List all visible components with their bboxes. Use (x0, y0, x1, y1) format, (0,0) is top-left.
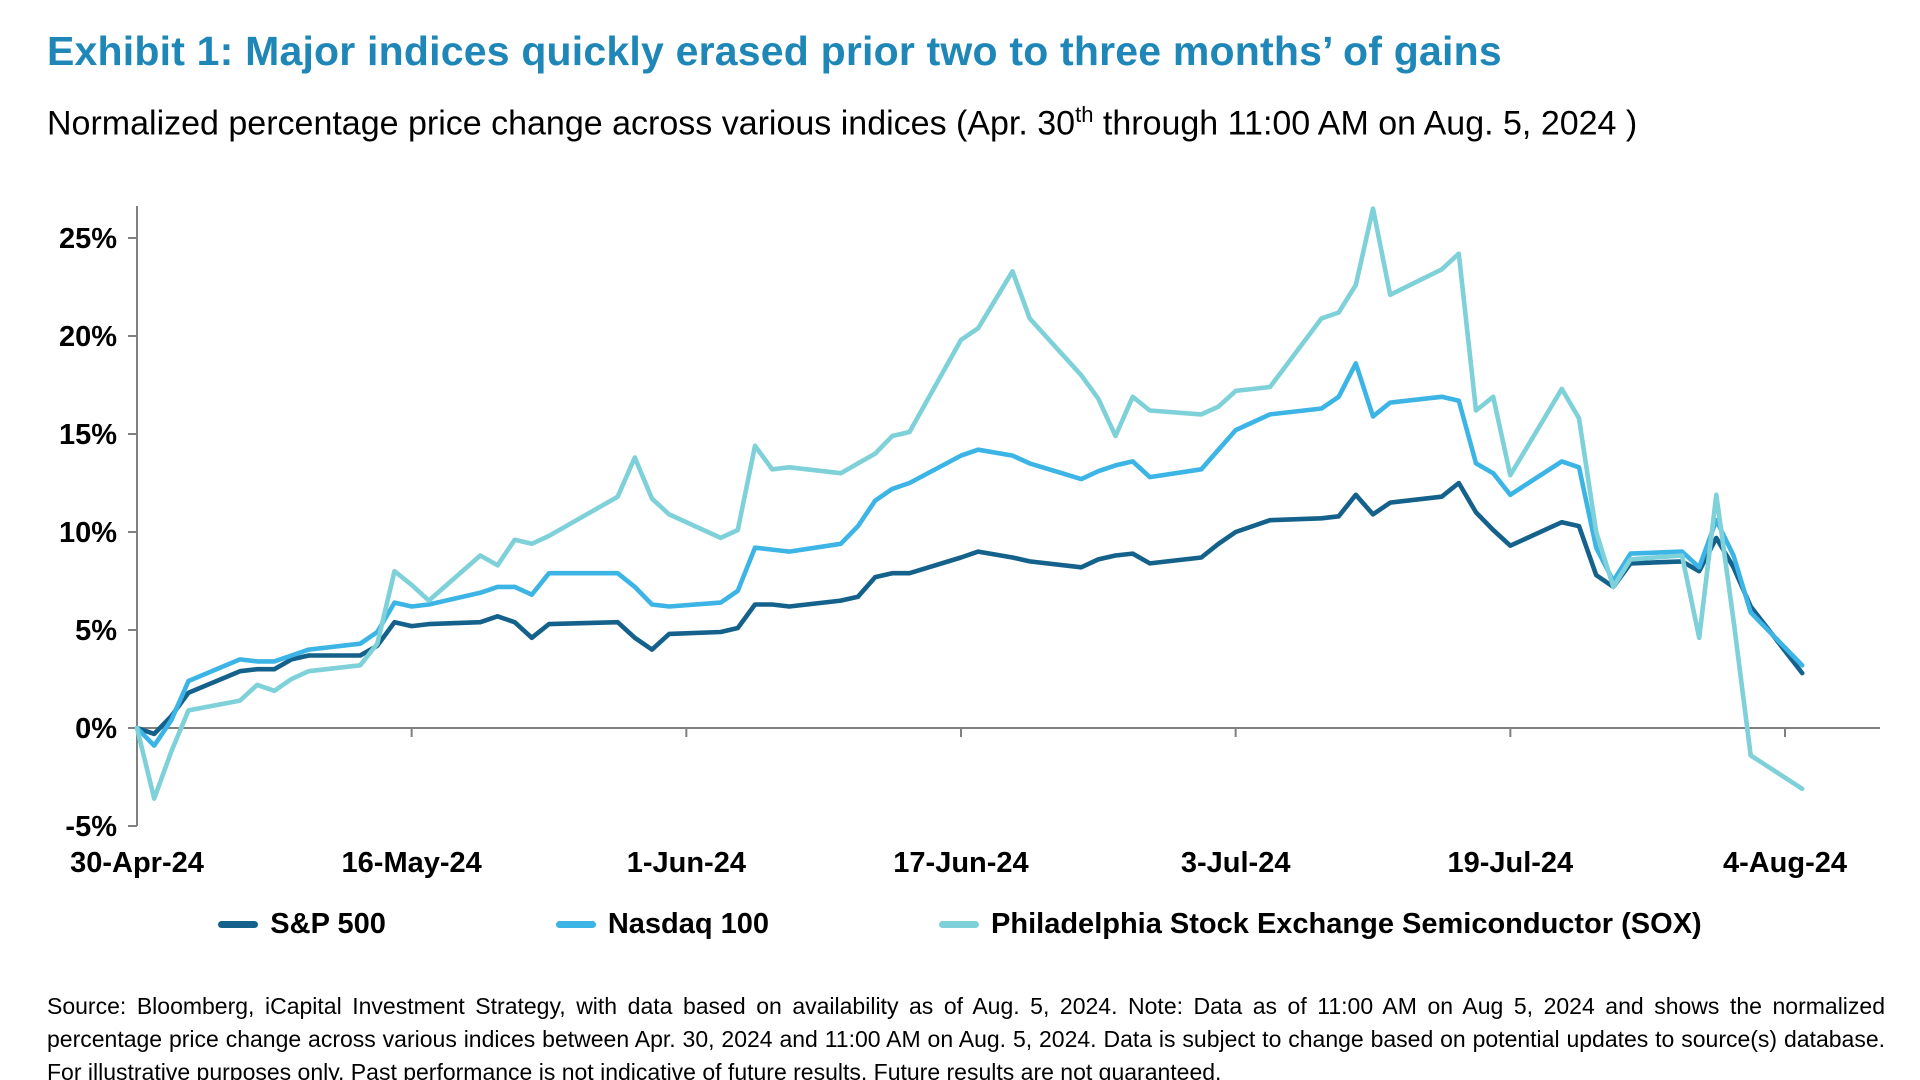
svg-text:3-Jul-24: 3-Jul-24 (1181, 847, 1291, 879)
source-note: Source: Bloomberg, iCapital Investment S… (47, 993, 1885, 1080)
chart-legend: S&P 500 Nasdaq 100 Philadelphia Stock Ex… (0, 908, 1920, 941)
svg-text:20%: 20% (59, 321, 117, 353)
subtitle-text: Normalized percentage price change acros… (47, 104, 1076, 143)
svg-text:30-Apr-24: 30-Apr-24 (70, 847, 204, 879)
exhibit-title: Exhibit 1: Major indices quickly erased … (47, 28, 1502, 74)
chart-area: -5% 0% 5% 10% 15% 20% 25% 30-Apr-24 16-May-24 1-J… (0, 160, 1920, 890)
svg-text:0%: 0% (75, 713, 117, 745)
legend-item-sox: Philadelphia Stock Exchange Semiconducto… (939, 908, 1702, 941)
subtitle-superscript: th (1075, 102, 1094, 127)
svg-text:17-Jun-24: 17-Jun-24 (893, 847, 1028, 879)
sp500-line-swatch-icon (218, 921, 259, 928)
chart-svg: -5% 0% 5% 10% 15% 20% 25% 30-Apr-24 16-May-24 1-J… (59, 206, 1880, 879)
legend-label-sox: Philadelphia Stock Exchange Semiconducto… (991, 908, 1702, 940)
legend-label-sp500: S&P 500 (270, 908, 386, 940)
sox-line-swatch-icon (939, 921, 980, 928)
svg-text:5%: 5% (75, 615, 117, 647)
svg-text:16-May-24: 16-May-24 (342, 847, 482, 879)
legend-label-nasdaq: Nasdaq 100 (607, 908, 770, 940)
legend-item-sp500: S&P 500 (218, 908, 386, 941)
svg-text:25%: 25% (59, 223, 117, 255)
svg-text:19-Jul-24: 19-Jul-24 (1447, 847, 1573, 879)
exhibit-subtitle: Normalized percentage price change acros… (47, 102, 1637, 143)
legend-item-nasdaq: Nasdaq 100 (555, 908, 770, 941)
svg-text:15%: 15% (59, 419, 117, 451)
subtitle-text-end: through 11:00 AM on Aug. 5, 2024 ) (1093, 104, 1638, 143)
svg-text:4-Aug-24: 4-Aug-24 (1723, 847, 1847, 879)
svg-text:10%: 10% (59, 517, 117, 549)
nasdaq-line-swatch-icon (555, 921, 596, 928)
svg-text:-5%: -5% (65, 811, 117, 843)
svg-text:1-Jun-24: 1-Jun-24 (627, 847, 746, 879)
